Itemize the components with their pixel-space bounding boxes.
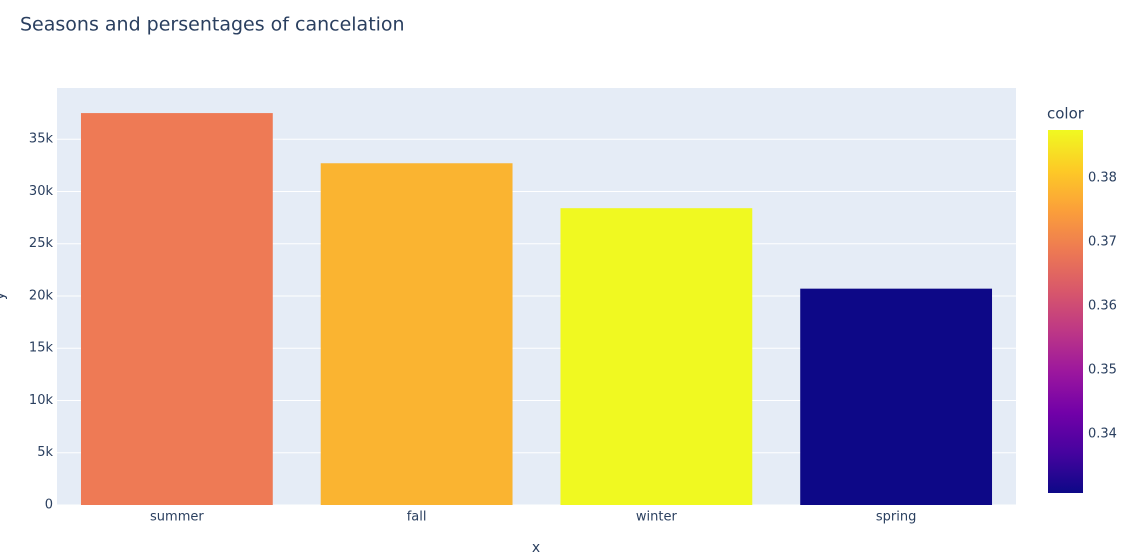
y-tick-label: 35k bbox=[29, 132, 54, 147]
x-axis-title: x bbox=[532, 540, 540, 556]
y-tick-label: 0 bbox=[45, 498, 53, 513]
bar bbox=[800, 288, 993, 505]
y-tick-label: 25k bbox=[29, 236, 54, 251]
x-tick-label: summer bbox=[150, 510, 204, 525]
colorbar-tick-label: 0.36 bbox=[1088, 299, 1117, 314]
x-tick-label: spring bbox=[876, 510, 916, 525]
y-tick-label: 10k bbox=[29, 393, 54, 408]
colorbar bbox=[1048, 130, 1083, 493]
bar bbox=[80, 113, 273, 506]
x-tick-label: winter bbox=[636, 510, 678, 525]
y-tick-label: 5k bbox=[37, 445, 53, 460]
colorbar-tick-label: 0.34 bbox=[1088, 427, 1117, 442]
chart-title: Seasons and persentages of cancelation bbox=[20, 14, 405, 36]
y-tick-label: 30k bbox=[29, 184, 54, 199]
y-axis-title: y bbox=[0, 292, 8, 300]
y-tick-label: 20k bbox=[29, 288, 54, 303]
bar bbox=[320, 163, 513, 506]
colorbar-tick-label: 0.35 bbox=[1088, 363, 1117, 378]
colorbar-tick-label: 0.37 bbox=[1088, 235, 1117, 250]
colorbar-tick-label: 0.38 bbox=[1088, 171, 1117, 186]
y-tick-label: 15k bbox=[29, 341, 54, 356]
colorbar-title: color bbox=[1047, 105, 1085, 123]
bar bbox=[560, 208, 753, 505]
x-tick-label: fall bbox=[407, 510, 427, 525]
